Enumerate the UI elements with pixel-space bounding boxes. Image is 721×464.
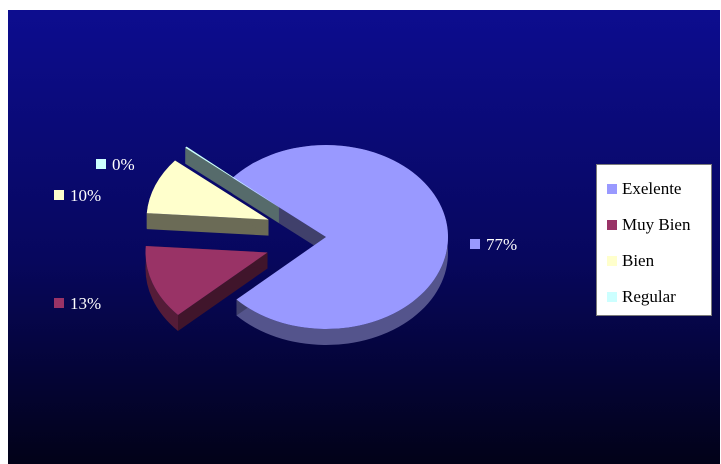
pie-chart: 77% 13% 10% 0% bbox=[54, 145, 517, 346]
legend-item-regular: Regular bbox=[607, 279, 711, 315]
legend-swatch-bien bbox=[607, 256, 617, 266]
data-label-muy-bien: 13% bbox=[70, 294, 101, 313]
legend: Exelente Muy Bien Bien Regular bbox=[596, 164, 712, 316]
data-label-exelente: 77% bbox=[486, 235, 517, 254]
chart-area: 77% 13% 10% 0% Exelente Muy Bien Bien Regul… bbox=[8, 10, 720, 464]
data-label-bien: 10% bbox=[70, 186, 101, 205]
legend-label-bien: Bien bbox=[622, 251, 655, 270]
data-label-marker-regular bbox=[96, 159, 106, 169]
legend-label-exelente: Exelente bbox=[622, 179, 682, 198]
legend-swatch-regular bbox=[607, 292, 617, 302]
legend-swatch-muy-bien bbox=[607, 220, 617, 230]
legend-swatch-exelente bbox=[607, 184, 617, 194]
data-label-marker-exelente bbox=[470, 239, 480, 249]
data-label-regular: 0% bbox=[112, 155, 135, 174]
pie-slice-edge-start-bien bbox=[146, 213, 269, 236]
legend-item-bien: Bien bbox=[607, 243, 711, 279]
legend-label-regular: Regular bbox=[622, 287, 676, 306]
pie-slice-side-muy-bien bbox=[145, 246, 179, 331]
data-label-marker-bien bbox=[54, 190, 64, 200]
pie-slice-exelente bbox=[232, 145, 448, 330]
pie-slice-regular bbox=[185, 146, 279, 207]
pie-slice-edge-end-regular bbox=[186, 146, 279, 223]
pie-slice-edge-start-muy-bien bbox=[178, 252, 268, 331]
pie-slice-muy-bien bbox=[145, 246, 268, 315]
legend-label-muy-bien: Muy Bien bbox=[622, 215, 691, 234]
legend-item-exelente: Exelente bbox=[607, 171, 711, 207]
legend-item-muy-bien: Muy Bien bbox=[607, 207, 711, 243]
data-label-marker-muy-bien bbox=[54, 298, 64, 308]
pie-slice-bien bbox=[146, 160, 269, 220]
